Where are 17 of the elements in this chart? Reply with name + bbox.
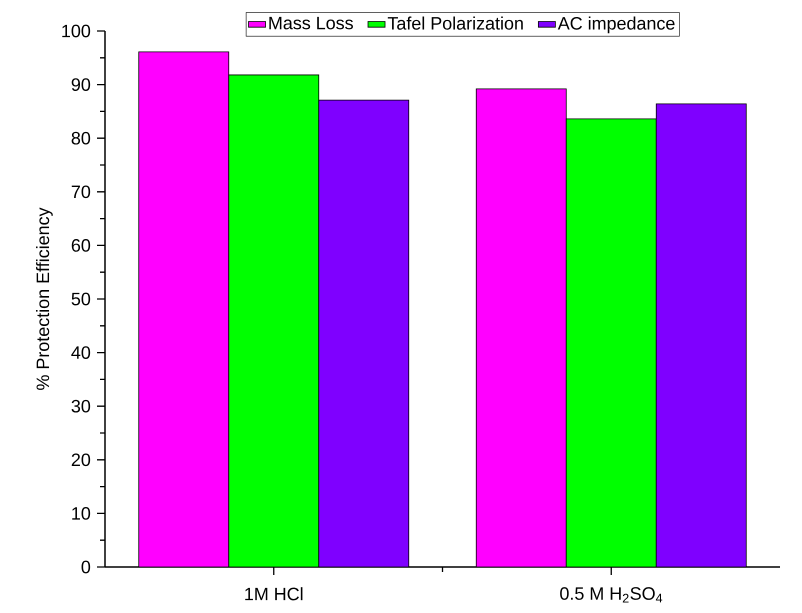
legend-label: Mass Loss bbox=[269, 16, 353, 30]
y-tick-label: 10 bbox=[72, 507, 90, 520]
legend-label: Tafel Polarization bbox=[388, 16, 523, 30]
y-tick-label: 70 bbox=[72, 185, 90, 198]
x-tick-label: 0.5 M H$_{2}$SO$_{4}$ bbox=[560, 587, 662, 603]
y-tick-label: 30 bbox=[72, 400, 90, 413]
x-tick-label: 1M HCl bbox=[245, 587, 302, 600]
legend-label: AC impedance bbox=[558, 16, 675, 34]
y-tick-label: 40 bbox=[71, 346, 90, 359]
y-axis-title: % Protection Efficiency bbox=[36, 208, 53, 390]
y-tick-label: 80 bbox=[72, 132, 90, 145]
y-tick-label: 50 bbox=[72, 292, 90, 306]
y-tick-label: 100 bbox=[62, 24, 90, 38]
y-tick-label: 0 bbox=[82, 560, 90, 574]
y-tick-label: 60 bbox=[72, 239, 90, 252]
y-tick-label: 90 bbox=[72, 78, 90, 91]
y-tick-label: 20 bbox=[72, 453, 90, 466]
